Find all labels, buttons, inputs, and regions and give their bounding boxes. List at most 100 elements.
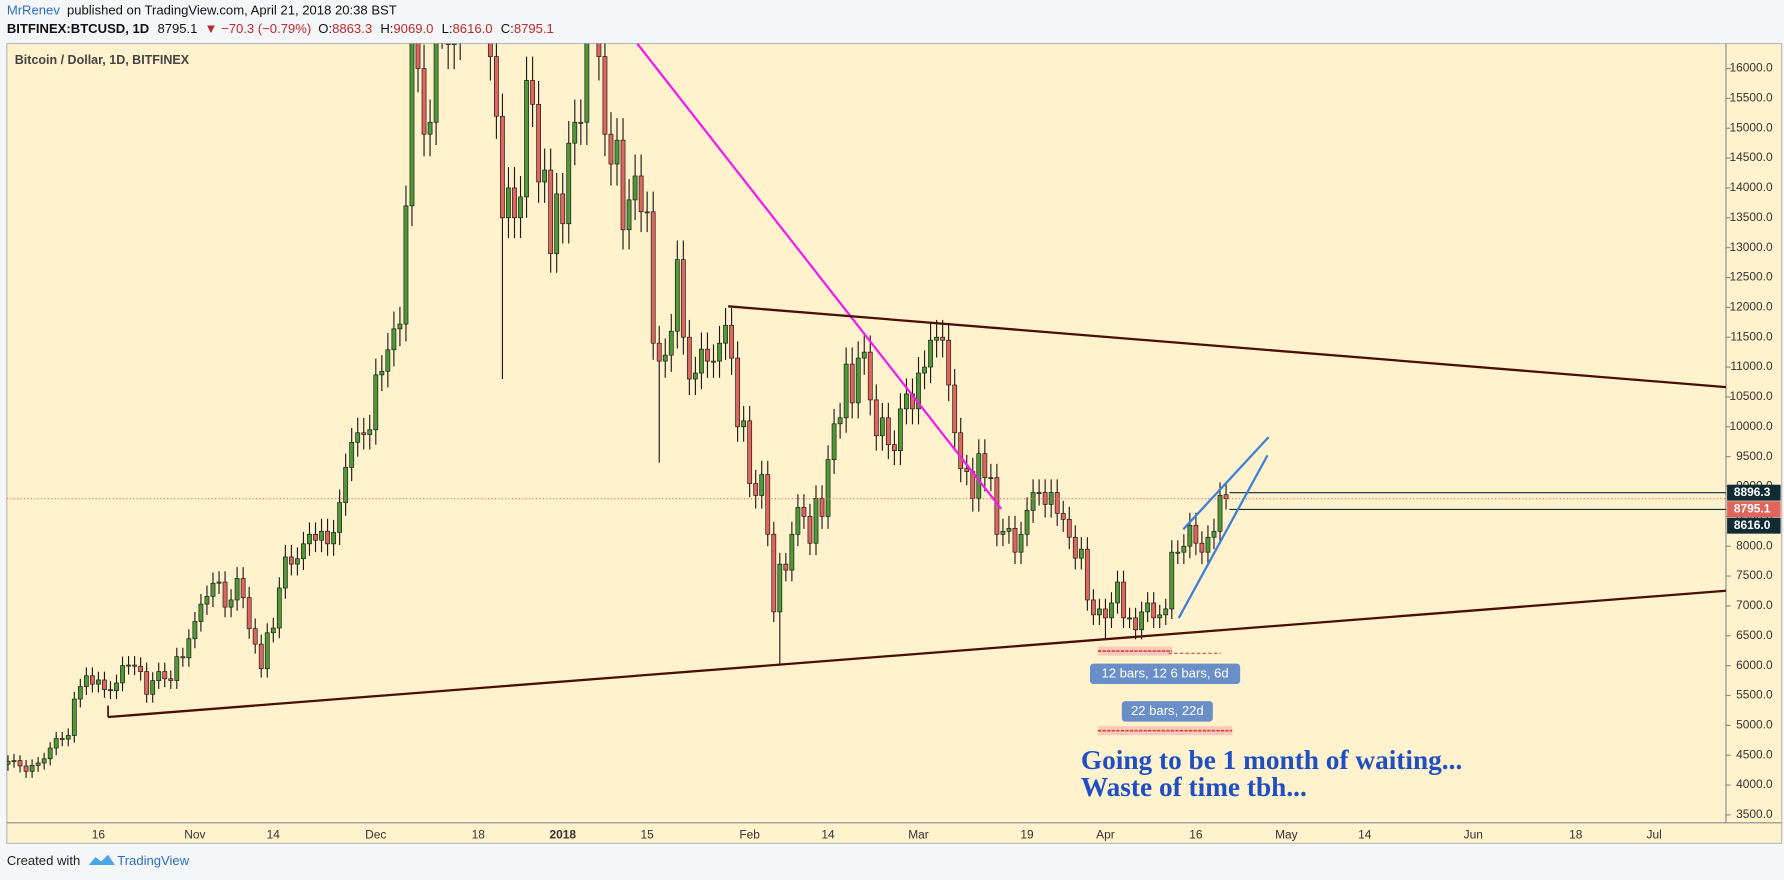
candle-body (765, 474, 771, 535)
x-tick-label: Apr (1096, 828, 1115, 842)
y-tick-label: 9500.0 (1736, 449, 1773, 463)
channel-line (1177, 454, 1269, 619)
candle-body (934, 336, 939, 341)
candle-body (246, 597, 252, 629)
candle-body (656, 342, 662, 362)
candle-body (252, 628, 258, 645)
price-label-box (1727, 517, 1781, 534)
symbol-line: BITFINEX:BTCUSD, 1D 8795.1 ▼ −70.3 (−0.7… (7, 21, 554, 36)
trend-line (107, 589, 1726, 719)
y-tick-label: 7500.0 (1736, 568, 1773, 582)
axes: 3500.0 4000.0 4500.0 5000.0 5500.0 6000.0 6500… (92, 61, 1781, 842)
candle-body (1066, 518, 1072, 538)
candle-body (17, 760, 23, 767)
candle-body (867, 351, 873, 401)
candle-body (693, 372, 698, 380)
candle-body (578, 121, 584, 124)
candle-body (397, 323, 403, 330)
candle-body (717, 342, 722, 362)
candle-body (759, 474, 765, 496)
candle-body (753, 483, 759, 496)
candle-body (566, 142, 572, 225)
y-tick-label: 5500.0 (1736, 688, 1773, 702)
candle-body (879, 417, 885, 437)
candle-body (1217, 495, 1223, 532)
candle-body (723, 324, 728, 344)
candle-body (83, 675, 89, 687)
candle-body (1175, 551, 1181, 554)
candle-body (1060, 513, 1066, 520)
candle-body (1036, 492, 1042, 494)
candle-body (898, 408, 903, 452)
candle-body (319, 530, 324, 541)
candle-body (114, 682, 119, 692)
candle-body (1078, 548, 1084, 559)
candle-body (849, 363, 855, 404)
x-tick-label: Jul (1647, 828, 1662, 842)
published: published on TradingView.com, April 21, … (67, 3, 397, 18)
candle-body (1223, 494, 1229, 500)
candle-body (41, 758, 47, 764)
candle-body (662, 354, 668, 362)
price-label: 8616.0 (1734, 518, 1771, 532)
candle-body (445, 43, 451, 45)
candle-body (783, 563, 789, 571)
candle-body (771, 533, 777, 613)
candle-body (264, 632, 270, 669)
candle-body (1084, 548, 1090, 601)
candle-body (1139, 611, 1145, 631)
candle-body (487, 43, 493, 57)
trend-line (636, 43, 1003, 510)
candle-body (982, 453, 988, 478)
note: Waste of time tbh... (1081, 772, 1307, 802)
y-tick-label: 16000.0 (1729, 61, 1773, 75)
candle-body (524, 80, 529, 198)
footer-brand[interactable]: TradingView (117, 853, 190, 868)
candle-body (361, 432, 367, 435)
candle-body (409, 43, 415, 207)
candle-body (174, 656, 180, 681)
candle-body (686, 336, 692, 380)
candle-body (295, 558, 300, 565)
candle-body (584, 43, 590, 123)
candle-body (572, 121, 578, 144)
candle-body (801, 507, 807, 517)
y-tick-label: 15500.0 (1729, 91, 1773, 105)
candle-body (301, 543, 306, 560)
candle-body (216, 581, 222, 584)
candle-body (1121, 581, 1126, 619)
candle-body (1072, 536, 1078, 559)
candle-body (819, 498, 825, 517)
candle-body (891, 444, 897, 452)
candle-body (108, 689, 113, 692)
candle-body (548, 169, 554, 254)
ohlc-value: 9069.0 (393, 21, 433, 36)
ohlc-label: H: (380, 21, 393, 36)
candle-body (638, 175, 644, 213)
y-tick-label: 6000.0 (1736, 658, 1773, 672)
candle-body (1151, 602, 1157, 619)
candle-body (831, 423, 837, 460)
candle-body (825, 459, 831, 517)
candle-body (240, 578, 246, 598)
candle-body (741, 420, 747, 428)
candle-body (614, 139, 620, 165)
candle-body (53, 738, 59, 749)
candle-body (958, 432, 964, 469)
x-tick-label: 16 (92, 828, 106, 842)
candle-body (795, 507, 801, 535)
y-tick-label: 7000.0 (1736, 598, 1773, 612)
candle-body (813, 498, 819, 544)
y-tick-label: 4000.0 (1736, 777, 1773, 791)
candle-body (1097, 608, 1102, 616)
author[interactable]: MrRenev (7, 3, 61, 18)
price-label: 8896.3 (1734, 485, 1771, 499)
candle-body (602, 56, 608, 135)
x-tick-label: May (1275, 828, 1298, 842)
candle-body (1000, 530, 1006, 535)
candle-body (940, 336, 946, 341)
ohlc-value: 8863.3 (332, 21, 372, 36)
candle-body (922, 366, 927, 374)
x-tick-label: Jun (1464, 828, 1483, 842)
candle-body (807, 516, 813, 544)
